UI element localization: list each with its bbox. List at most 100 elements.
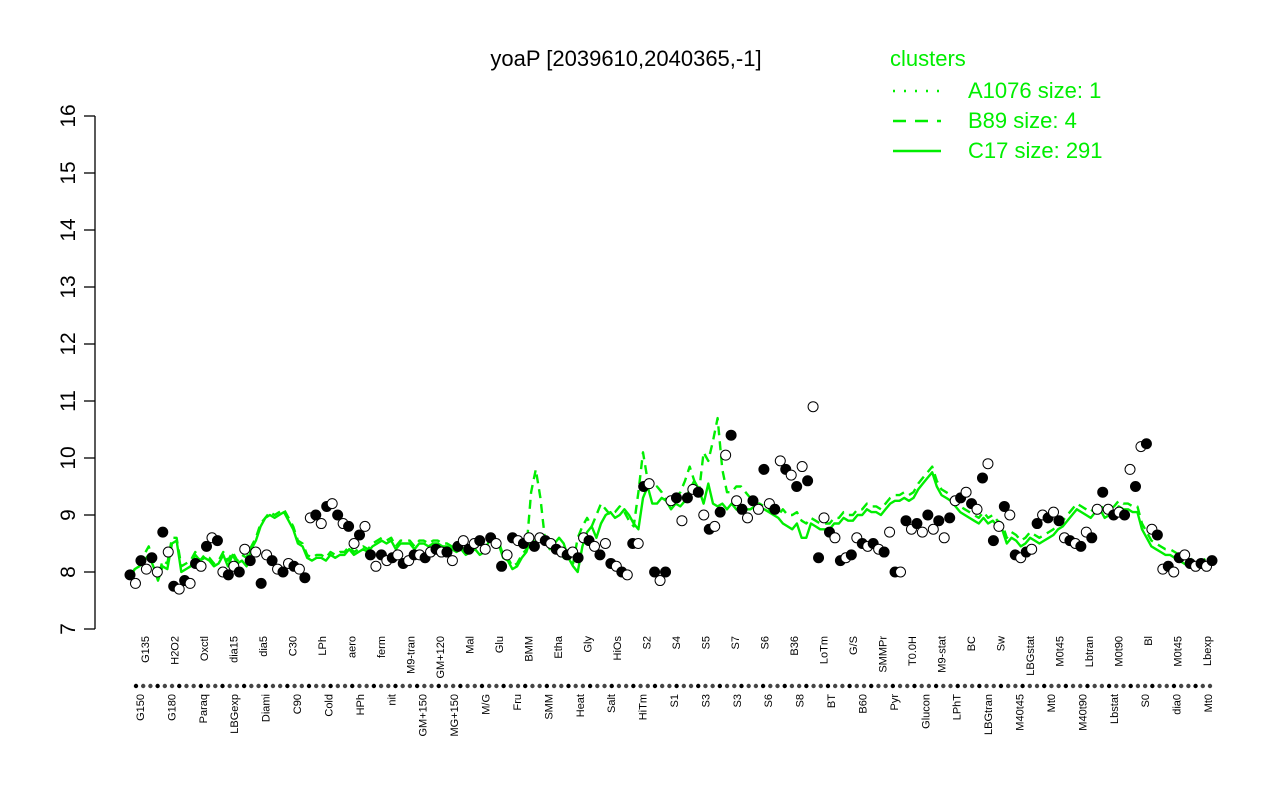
x-rug-mark xyxy=(386,683,391,689)
x-rug-mark xyxy=(515,683,521,689)
data-point xyxy=(211,535,223,547)
data-point xyxy=(982,458,994,470)
x-rug-mark xyxy=(696,683,701,689)
data-point xyxy=(725,429,737,441)
x-tick-label: Fru xyxy=(512,694,524,711)
data-point xyxy=(496,560,508,572)
x-tick-label: M40t90 xyxy=(1077,694,1089,731)
x-rug-mark xyxy=(710,683,715,689)
x-rug-mark xyxy=(530,683,535,689)
x-tick-label: dia15 xyxy=(229,636,241,663)
y-tick-label: 14 xyxy=(57,218,80,242)
x-tick-label: Etha xyxy=(553,635,565,659)
legend-label: C17 size: 291 xyxy=(968,138,1103,163)
data-point xyxy=(747,495,759,507)
x-rug-mark xyxy=(703,683,708,689)
data-point xyxy=(151,566,163,578)
data-point xyxy=(1168,566,1180,578)
x-tick-label: M0t45 xyxy=(1055,636,1067,667)
x-rug-mark xyxy=(241,683,247,689)
data-point xyxy=(987,535,999,547)
x-tick-label: C90 xyxy=(292,694,304,714)
data-point xyxy=(135,555,147,567)
data-point xyxy=(1004,509,1016,521)
x-rug-mark xyxy=(1013,683,1018,689)
x-rug-mark xyxy=(897,683,903,689)
y-tick-label: 8 xyxy=(57,566,80,578)
x-rug-mark xyxy=(436,683,441,689)
x-rug-mark xyxy=(1171,683,1177,689)
x-tick-label: BMM xyxy=(524,636,536,662)
data-point xyxy=(660,566,672,578)
x-tick-label: Mt0 xyxy=(1046,694,1058,712)
x-rug-mark xyxy=(1056,683,1061,689)
x-rug-mark xyxy=(1063,683,1069,689)
x-rug-mark xyxy=(400,683,405,689)
data-point xyxy=(1053,515,1065,527)
data-point xyxy=(1179,549,1191,561)
x-rug-mark xyxy=(371,683,377,689)
x-rug-mark xyxy=(955,683,960,689)
x-tick-label: H2O2 xyxy=(170,636,182,665)
data-point xyxy=(326,498,338,510)
x-rug-mark xyxy=(458,683,463,689)
x-tick-label: Glucon xyxy=(920,694,932,729)
x-rug-mark xyxy=(659,683,665,689)
data-point xyxy=(222,569,234,581)
x-rug-mark xyxy=(912,683,917,689)
x-rug-mark xyxy=(580,683,586,689)
x-rug-mark xyxy=(479,683,485,689)
x-rug-mark xyxy=(1157,683,1162,689)
data-point xyxy=(1206,555,1218,567)
data-point xyxy=(233,566,245,578)
data-point xyxy=(354,529,366,541)
x-rug-mark xyxy=(263,683,268,689)
x-tick-label: Lbexp xyxy=(1202,636,1214,666)
x-rug-mark xyxy=(804,683,809,689)
x-rug-mark xyxy=(890,683,896,689)
x-rug-mark xyxy=(1049,683,1054,689)
y-tick-label: 12 xyxy=(57,332,80,355)
data-point xyxy=(769,503,781,515)
x-tick-label: MG+150 xyxy=(449,694,461,737)
data-point xyxy=(971,503,983,515)
y-tick-label: 10 xyxy=(57,446,80,469)
axes: 7 8 9 10 11 12 13 14 15 16 xyxy=(57,104,96,635)
y-tick-label: 16 xyxy=(57,104,80,127)
data-point xyxy=(255,577,267,589)
x-rug-mark xyxy=(1070,683,1076,689)
data-point xyxy=(895,566,907,578)
data-point xyxy=(829,532,841,544)
x-rug-mark xyxy=(544,683,550,689)
data-point xyxy=(758,463,770,475)
x-tick-label: LBGexp xyxy=(229,694,241,734)
x-rug-mark xyxy=(602,683,607,689)
data-point xyxy=(802,475,814,487)
x-tick-label: S0 xyxy=(1140,694,1152,707)
x-rug-mark xyxy=(991,683,996,689)
data-point xyxy=(709,520,721,532)
x-rug-mark xyxy=(1092,683,1097,689)
x-tick-label: Sw xyxy=(996,636,1008,651)
data-point xyxy=(479,543,491,555)
x-rug-mark xyxy=(227,683,232,689)
data-point xyxy=(649,566,661,578)
data-point xyxy=(474,535,486,547)
x-rug-mark xyxy=(141,683,146,689)
data-point xyxy=(162,546,174,558)
x-rug-mark xyxy=(523,683,528,689)
data-point xyxy=(129,577,141,589)
x-rug-mark xyxy=(1142,683,1148,689)
data-point xyxy=(244,555,256,567)
x-rug-mark xyxy=(551,683,557,689)
x-rug-mark xyxy=(573,683,578,689)
data-point xyxy=(146,552,158,564)
x-tick-label: M40t45 xyxy=(1015,694,1027,731)
data-point xyxy=(785,469,797,481)
x-rug-mark xyxy=(1207,683,1213,689)
x-tick-label: S6 xyxy=(760,636,772,649)
x-rug-mark xyxy=(559,683,564,689)
data-point xyxy=(124,569,136,581)
x-tick-label: LBGtran xyxy=(983,694,995,735)
